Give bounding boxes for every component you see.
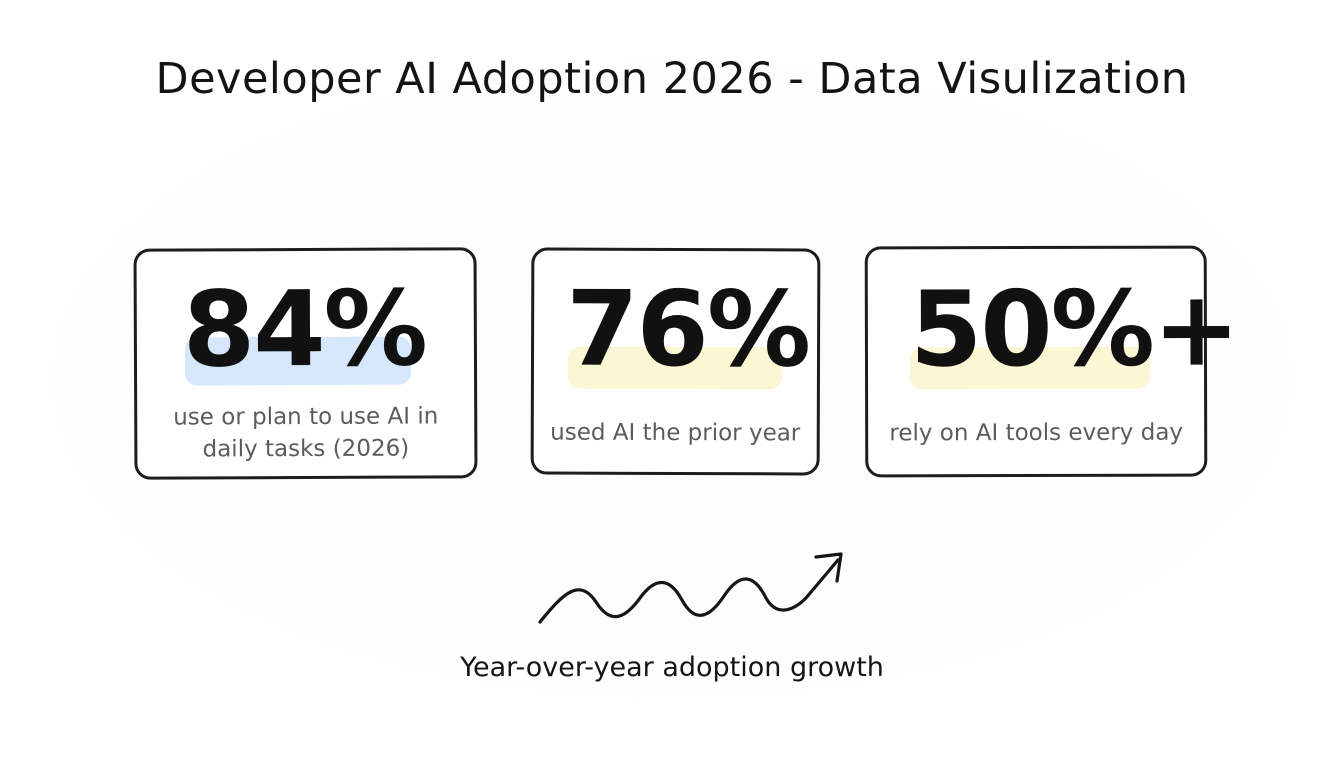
stat-card-prior-year: 76% used AI the prior year xyxy=(530,247,821,476)
stat-caption-line2: daily tasks (2026) xyxy=(202,435,410,463)
stat-value: 84% xyxy=(182,267,427,391)
growth-label: Year-over-year adoption growth xyxy=(460,652,884,683)
stat-card-daily-reliance: 50%+ rely on AI tools every day xyxy=(864,245,1238,478)
stat-value: 76% xyxy=(565,267,810,391)
page-title: Developer AI Adoption 2026 - Data Visuli… xyxy=(155,54,1189,104)
stat-caption-line1: used AI the prior year xyxy=(550,419,801,447)
stat-value: 50%+ xyxy=(909,267,1239,391)
stat-caption-line1: rely on AI tools every day xyxy=(889,419,1184,447)
trend-up-arrow-icon xyxy=(538,552,843,624)
stat-caption-line1: use or plan to use AI in xyxy=(173,403,439,431)
stat-card-daily-use: 84% use or plan to use AI in daily tasks… xyxy=(133,247,478,480)
